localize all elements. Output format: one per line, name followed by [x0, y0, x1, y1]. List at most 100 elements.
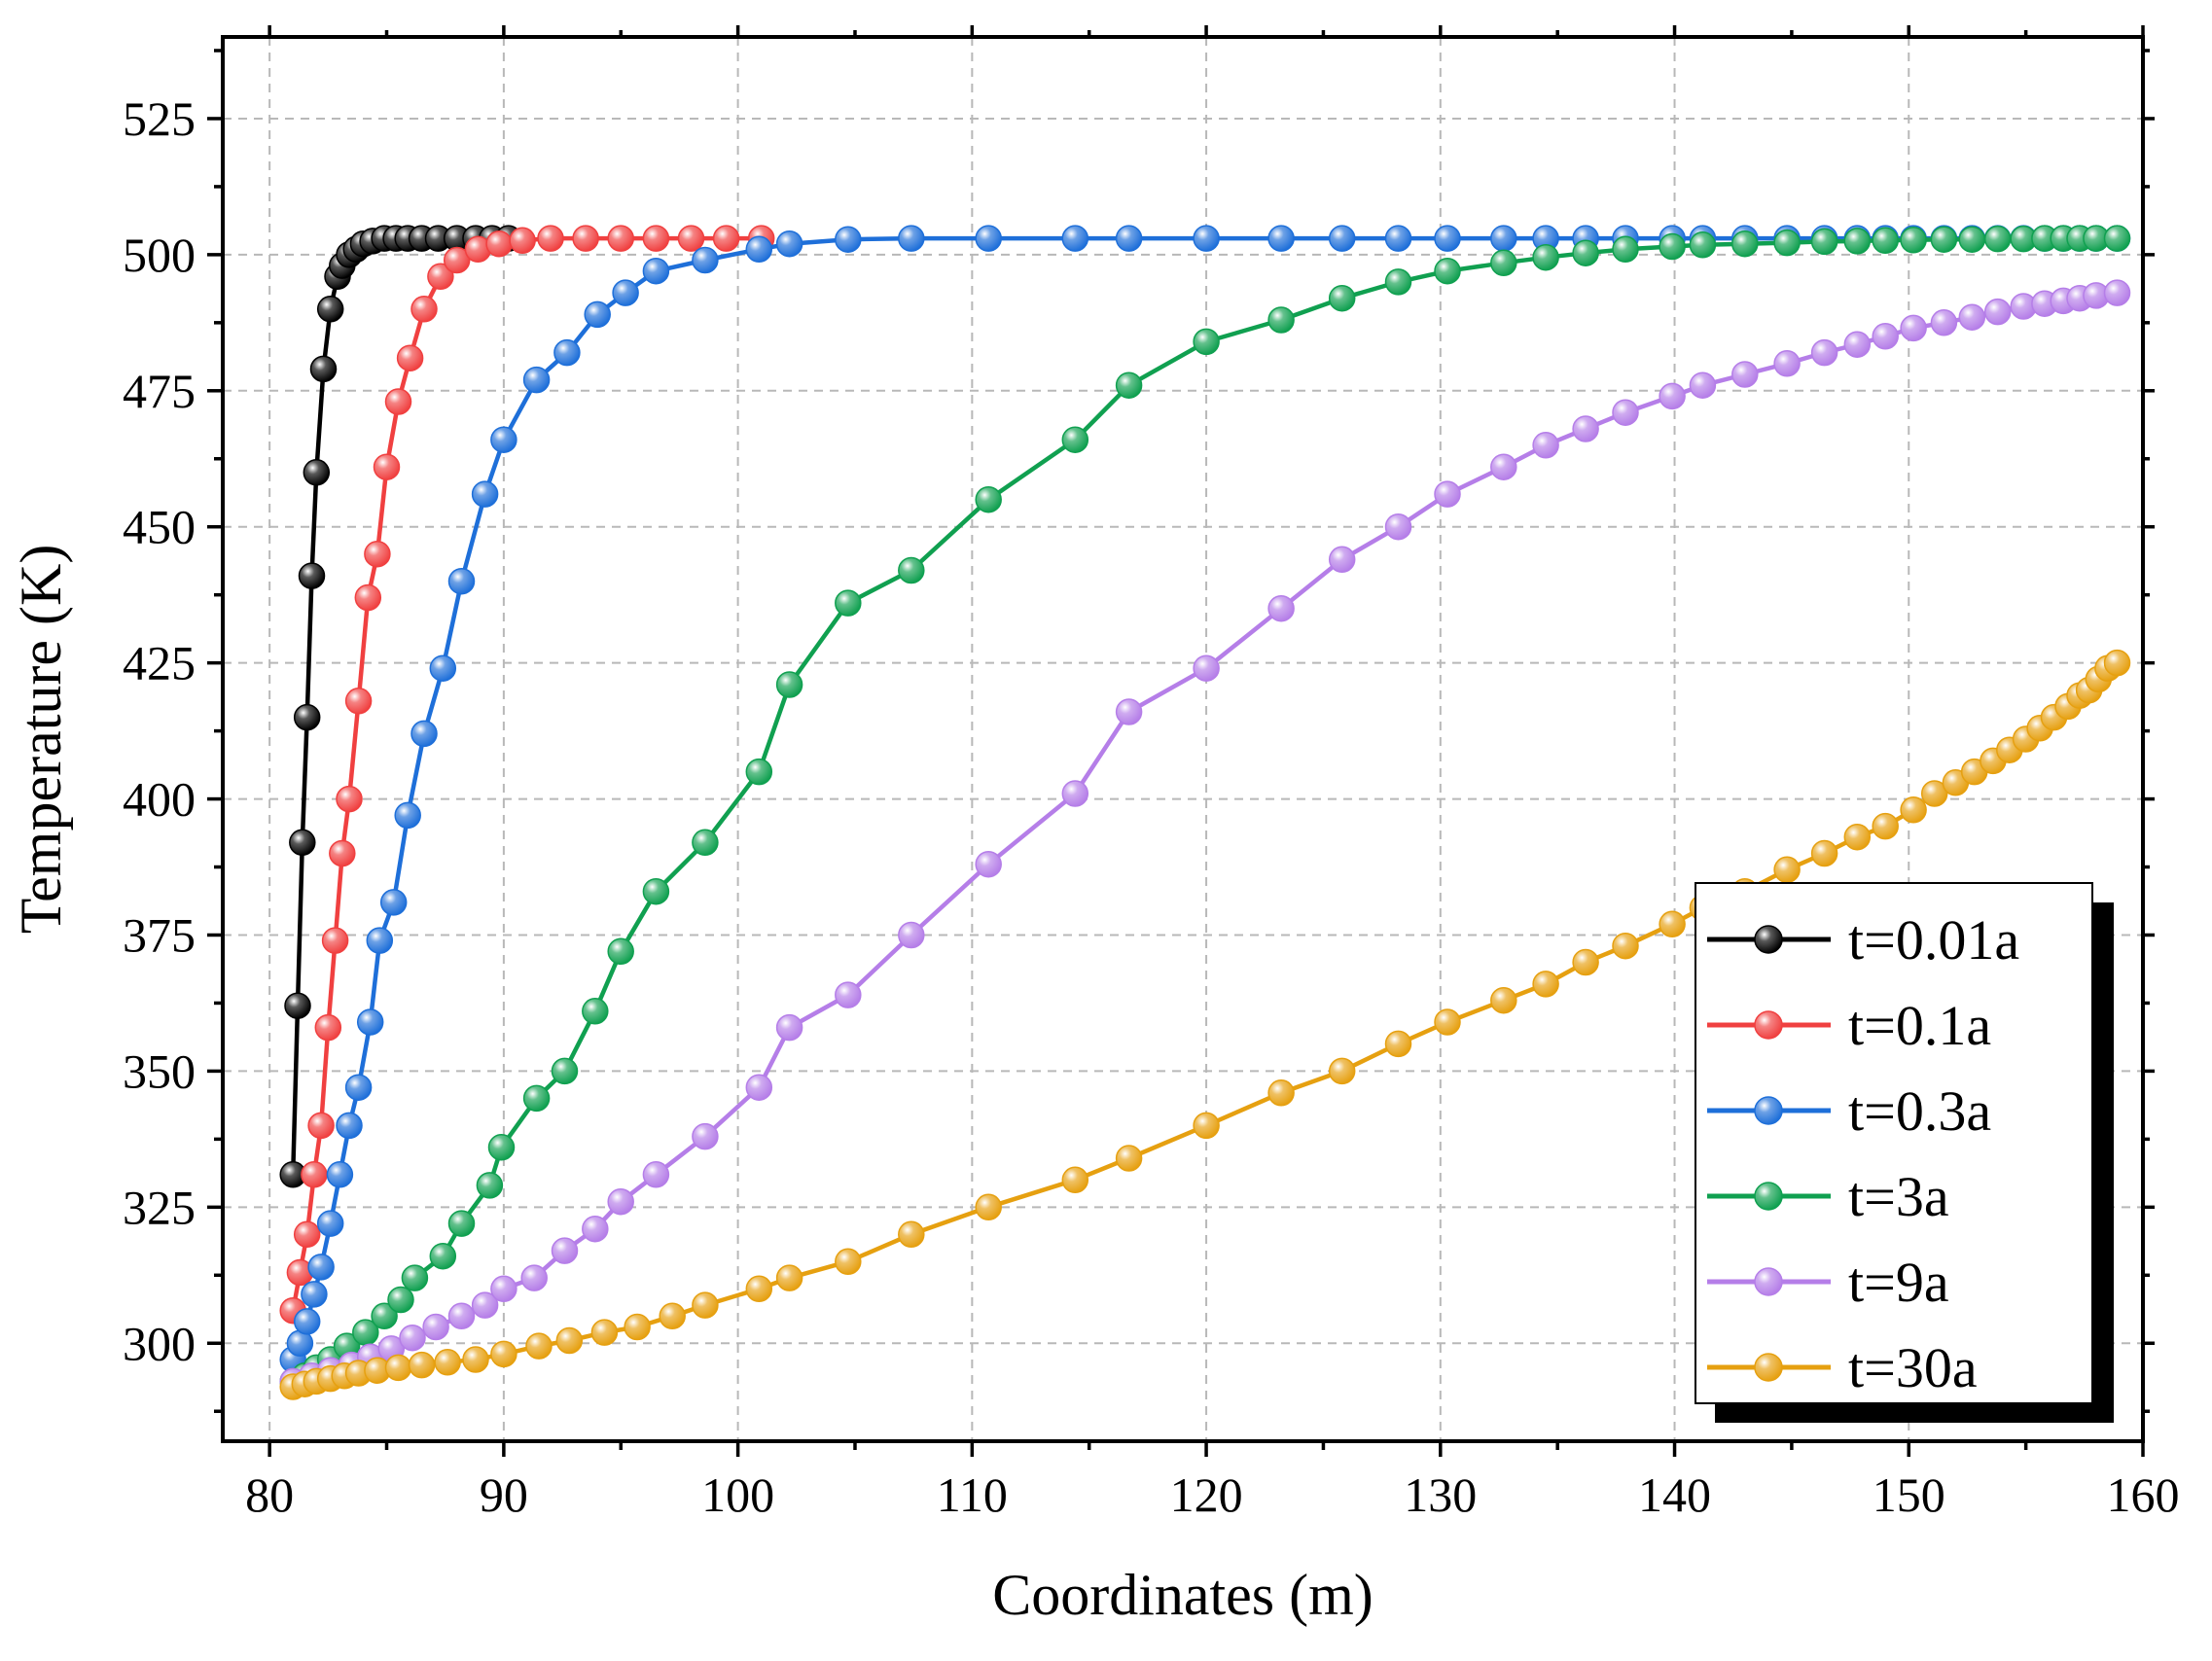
data-point: [2103, 279, 2131, 306]
data-point: [373, 453, 401, 480]
data-point: [336, 1112, 363, 1140]
series-line: [292, 235, 2118, 1384]
data-point: [1328, 225, 1356, 252]
data-point: [1490, 453, 1517, 480]
y-tick-label: 475: [123, 364, 196, 418]
data-point: [522, 1084, 551, 1113]
series-line: [290, 235, 762, 1312]
y-tick-label: 300: [123, 1316, 196, 1370]
data-point: [1115, 225, 1143, 252]
data-point: [394, 801, 421, 830]
series-t=0.01a: [279, 225, 522, 1188]
y-tick-label: 450: [123, 500, 196, 554]
data-point: [371, 1302, 398, 1330]
data-point: [344, 1074, 373, 1101]
data-point: [1572, 948, 1599, 976]
data-point: [1659, 382, 1686, 410]
data-point: [1490, 986, 1517, 1014]
data-point: [607, 1187, 634, 1216]
data-point: [1267, 594, 1295, 622]
x-tick-label: 160: [2107, 1467, 2180, 1522]
data-point: [551, 1057, 579, 1085]
data-point: [1731, 230, 1759, 258]
data-point: [835, 589, 862, 617]
data-point: [429, 1242, 457, 1270]
x-tick-label: 80: [245, 1467, 294, 1522]
data-point: [1659, 910, 1686, 938]
data-point: [1731, 361, 1759, 388]
data-point: [422, 1313, 449, 1341]
data-point: [835, 981, 862, 1008]
legend-marker: [1754, 1182, 1783, 1211]
plot-frame: [221, 35, 2145, 1443]
data-point: [293, 703, 321, 731]
data-point: [344, 688, 373, 715]
data-point: [584, 300, 611, 329]
data-point: [284, 992, 311, 1019]
x-tick-label: 150: [1873, 1467, 1945, 1522]
legend-entry: t=9a: [1707, 1251, 1949, 1314]
data-point: [1061, 1166, 1089, 1194]
legend-label: t=30a: [1848, 1336, 1978, 1399]
data-point: [1434, 225, 1461, 252]
data-point: [408, 1351, 436, 1379]
y-tick-label: 350: [123, 1043, 196, 1098]
data-point: [309, 355, 338, 383]
data-point: [1872, 323, 1899, 350]
data-point: [396, 344, 424, 371]
series-t=9a: [279, 279, 2131, 1396]
data-point: [1958, 303, 1986, 331]
x-tick-label: 110: [937, 1467, 1008, 1522]
data-point: [1843, 331, 1872, 358]
data-point: [607, 937, 634, 966]
data-point: [1983, 298, 2012, 326]
x-tick-label: 130: [1404, 1467, 1477, 1522]
data-point: [471, 480, 499, 508]
data-point: [898, 1220, 925, 1249]
data-point: [692, 829, 719, 857]
y-axis-title: Temperature (K): [9, 545, 73, 935]
data-point: [1612, 399, 1639, 426]
data-point: [316, 296, 344, 323]
data-point: [298, 562, 326, 589]
data-point: [509, 227, 536, 255]
y-tick-label: 425: [123, 636, 196, 690]
data-point: [326, 1161, 354, 1188]
legend-label: t=9a: [1848, 1251, 1949, 1314]
legend-marker: [1754, 1267, 1783, 1296]
data-point: [364, 540, 391, 568]
y-tick-label: 325: [123, 1180, 196, 1234]
x-tick-label: 100: [701, 1467, 774, 1522]
data-point: [1872, 227, 1899, 255]
data-point: [642, 225, 670, 252]
data-point: [692, 1291, 719, 1319]
x-tick-label: 140: [1638, 1467, 1711, 1522]
data-point: [1193, 1112, 1220, 1140]
data-point: [1843, 823, 1872, 851]
data-point: [1384, 512, 1412, 541]
data-point: [1328, 284, 1356, 312]
data-point: [379, 889, 408, 916]
data-point: [384, 1354, 412, 1382]
data-point: [485, 230, 513, 258]
legend-entry: t=3a: [1707, 1165, 1949, 1228]
data-point: [356, 1008, 384, 1036]
data-point: [555, 1326, 584, 1355]
data-point: [1810, 839, 1838, 867]
data-point: [775, 1264, 803, 1291]
data-point: [582, 998, 609, 1025]
axis-ticks: [207, 25, 2155, 1457]
data-point: [490, 1340, 517, 1368]
data-point: [447, 1302, 476, 1330]
data-point: [898, 556, 925, 584]
data-point: [582, 1215, 609, 1243]
legend-label: t=0.1a: [1848, 994, 1991, 1057]
data-point: [522, 366, 551, 394]
data-point: [775, 671, 803, 698]
data-point: [1900, 796, 1927, 824]
data-point: [1900, 314, 1927, 342]
y-tick-label: 400: [123, 772, 196, 827]
data-point: [490, 1275, 517, 1303]
series-t=0.1a: [279, 225, 775, 1325]
data-point: [975, 850, 1002, 878]
